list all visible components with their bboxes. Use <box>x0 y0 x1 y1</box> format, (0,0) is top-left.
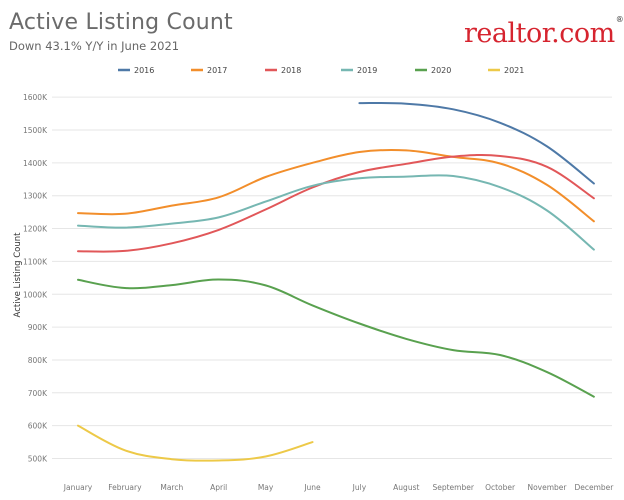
x-tick-label: February <box>108 483 142 492</box>
y-tick-label: 1100K <box>23 257 48 266</box>
x-tick-label: August <box>393 483 419 492</box>
y-tick-label: 900K <box>28 323 48 332</box>
chart-title: Active Listing Count <box>9 10 233 35</box>
chart-subtitle: Down 43.1% Y/Y in June 2021 <box>9 39 180 53</box>
x-tick-label: October <box>485 483 516 492</box>
x-tick-label: January <box>63 483 93 492</box>
series-line-2017 <box>77 148 595 223</box>
x-tick-label: July <box>352 483 367 492</box>
series-line-2019 <box>77 174 595 251</box>
x-tick-label: June <box>303 483 321 492</box>
series-line-2021 <box>77 424 314 462</box>
y-tick-label: 1400K <box>23 159 48 168</box>
series-line-2018 <box>77 153 595 253</box>
x-tick-label: April <box>210 483 227 492</box>
legend-label: 2017 <box>207 66 227 75</box>
y-tick-label: 500K <box>28 455 48 464</box>
x-tick-label: March <box>160 483 183 492</box>
y-axis-title: Active Listing Count <box>13 232 23 318</box>
x-tick-label: November <box>527 483 567 492</box>
registered-mark: ® <box>615 15 624 24</box>
series-line-2020 <box>77 278 595 398</box>
legend-label: 2021 <box>504 66 524 75</box>
y-tick-label: 800K <box>28 356 48 365</box>
x-tick-label: May <box>258 483 274 492</box>
y-tick-label: 1500K <box>23 126 48 135</box>
x-tick-label: December <box>574 483 614 492</box>
legend-label: 2019 <box>357 66 377 75</box>
logo-text: realtor.com <box>464 18 615 49</box>
y-tick-label: 1200K <box>23 225 48 234</box>
legend-label: 2020 <box>431 66 451 75</box>
x-tick-label: September <box>432 483 474 492</box>
legend-label: 2016 <box>134 66 154 75</box>
y-tick-label: 700K <box>28 389 48 398</box>
series-line-2016 <box>358 102 595 185</box>
realtor-logo: realtor.com® <box>464 15 624 49</box>
y-tick-label: 1300K <box>23 192 48 201</box>
y-tick-label: 1000K <box>23 290 48 299</box>
legend-label: 2018 <box>281 66 301 75</box>
y-tick-label: 1600K <box>23 93 48 102</box>
y-tick-label: 600K <box>28 422 48 431</box>
